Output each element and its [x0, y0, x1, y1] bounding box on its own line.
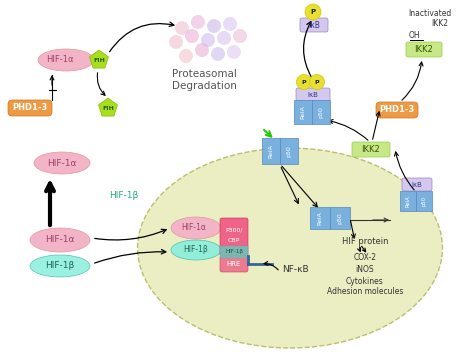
Circle shape [169, 35, 183, 49]
Bar [416, 191, 432, 211]
Polygon shape [99, 98, 118, 116]
Ellipse shape [38, 49, 94, 71]
Text: HIF-1α: HIF-1α [182, 223, 207, 233]
Circle shape [175, 21, 189, 35]
Circle shape [191, 15, 205, 29]
Text: HIF-1α: HIF-1α [46, 56, 74, 64]
Ellipse shape [171, 217, 221, 239]
FancyBboxPatch shape [296, 88, 330, 101]
Text: iNOS: iNOS [356, 266, 374, 274]
Text: IKK2: IKK2 [415, 46, 433, 55]
Text: HIF-1β: HIF-1β [109, 192, 138, 200]
Text: p50: p50 [421, 196, 427, 206]
Text: NF-κB: NF-κB [282, 266, 308, 274]
Ellipse shape [30, 255, 90, 277]
Text: IKK2: IKK2 [362, 145, 380, 154]
Bar [330, 207, 350, 229]
Text: p50: p50 [319, 106, 323, 118]
Polygon shape [90, 50, 109, 68]
Circle shape [297, 74, 311, 90]
Circle shape [310, 74, 325, 90]
Text: IκB: IκB [308, 21, 320, 29]
Text: HRE: HRE [227, 261, 241, 267]
Text: Adhesion molecules: Adhesion molecules [327, 287, 403, 297]
Circle shape [227, 45, 241, 59]
Text: RelA: RelA [405, 195, 410, 207]
Text: HIF protein: HIF protein [342, 238, 388, 246]
Circle shape [211, 47, 225, 61]
Ellipse shape [171, 240, 221, 260]
Text: P: P [310, 9, 316, 15]
Text: COX-2: COX-2 [354, 253, 376, 263]
Text: HIF-1α: HIF-1α [47, 159, 77, 167]
Circle shape [233, 29, 247, 43]
Text: IKK2: IKK2 [431, 19, 448, 29]
Ellipse shape [34, 152, 90, 174]
Bar [280, 138, 298, 164]
Text: RelA: RelA [318, 211, 322, 225]
Text: PHD1-3: PHD1-3 [12, 103, 47, 113]
Text: P300/: P300/ [225, 228, 243, 233]
Text: RelA: RelA [268, 144, 273, 158]
Text: Proteasomal: Proteasomal [172, 69, 237, 79]
Text: IκB: IκB [308, 92, 319, 98]
Text: FIH: FIH [93, 57, 105, 63]
Text: p50: p50 [286, 145, 292, 157]
FancyBboxPatch shape [406, 42, 442, 57]
Text: FIH: FIH [102, 105, 114, 110]
Text: RelA: RelA [301, 105, 306, 119]
Text: P: P [301, 80, 306, 85]
Bar [220, 246, 248, 258]
Text: CBP: CBP [228, 238, 240, 242]
Bar [400, 191, 416, 211]
Text: Cytokines: Cytokines [346, 276, 384, 285]
Text: Inactivated: Inactivated [409, 10, 452, 18]
Text: HIF-1β: HIF-1β [183, 246, 209, 255]
Circle shape [185, 29, 199, 43]
Circle shape [207, 19, 221, 33]
FancyBboxPatch shape [220, 256, 248, 272]
Text: OH: OH [408, 32, 420, 40]
FancyBboxPatch shape [352, 142, 390, 157]
Bar [312, 100, 330, 124]
FancyBboxPatch shape [402, 178, 432, 191]
Ellipse shape [137, 148, 443, 348]
Circle shape [179, 49, 193, 63]
Circle shape [305, 4, 321, 20]
Circle shape [217, 31, 231, 45]
Text: HIF-1α: HIF-1α [45, 235, 75, 245]
FancyBboxPatch shape [220, 218, 248, 256]
Text: Degradation: Degradation [172, 81, 237, 91]
Bar [262, 138, 280, 164]
FancyBboxPatch shape [300, 18, 328, 32]
Circle shape [201, 33, 215, 47]
Ellipse shape [30, 228, 90, 252]
Bar [294, 100, 312, 124]
Text: PHD1-3: PHD1-3 [379, 105, 415, 114]
Text: P: P [315, 80, 319, 85]
Text: IκB: IκB [411, 182, 422, 188]
Text: p50: p50 [337, 212, 343, 224]
FancyBboxPatch shape [376, 102, 418, 118]
FancyBboxPatch shape [8, 100, 52, 116]
Text: HIF-1β: HIF-1β [225, 250, 243, 255]
Bar [310, 207, 330, 229]
Text: HIF-1β: HIF-1β [46, 262, 74, 270]
Circle shape [223, 17, 237, 31]
Circle shape [195, 43, 209, 57]
